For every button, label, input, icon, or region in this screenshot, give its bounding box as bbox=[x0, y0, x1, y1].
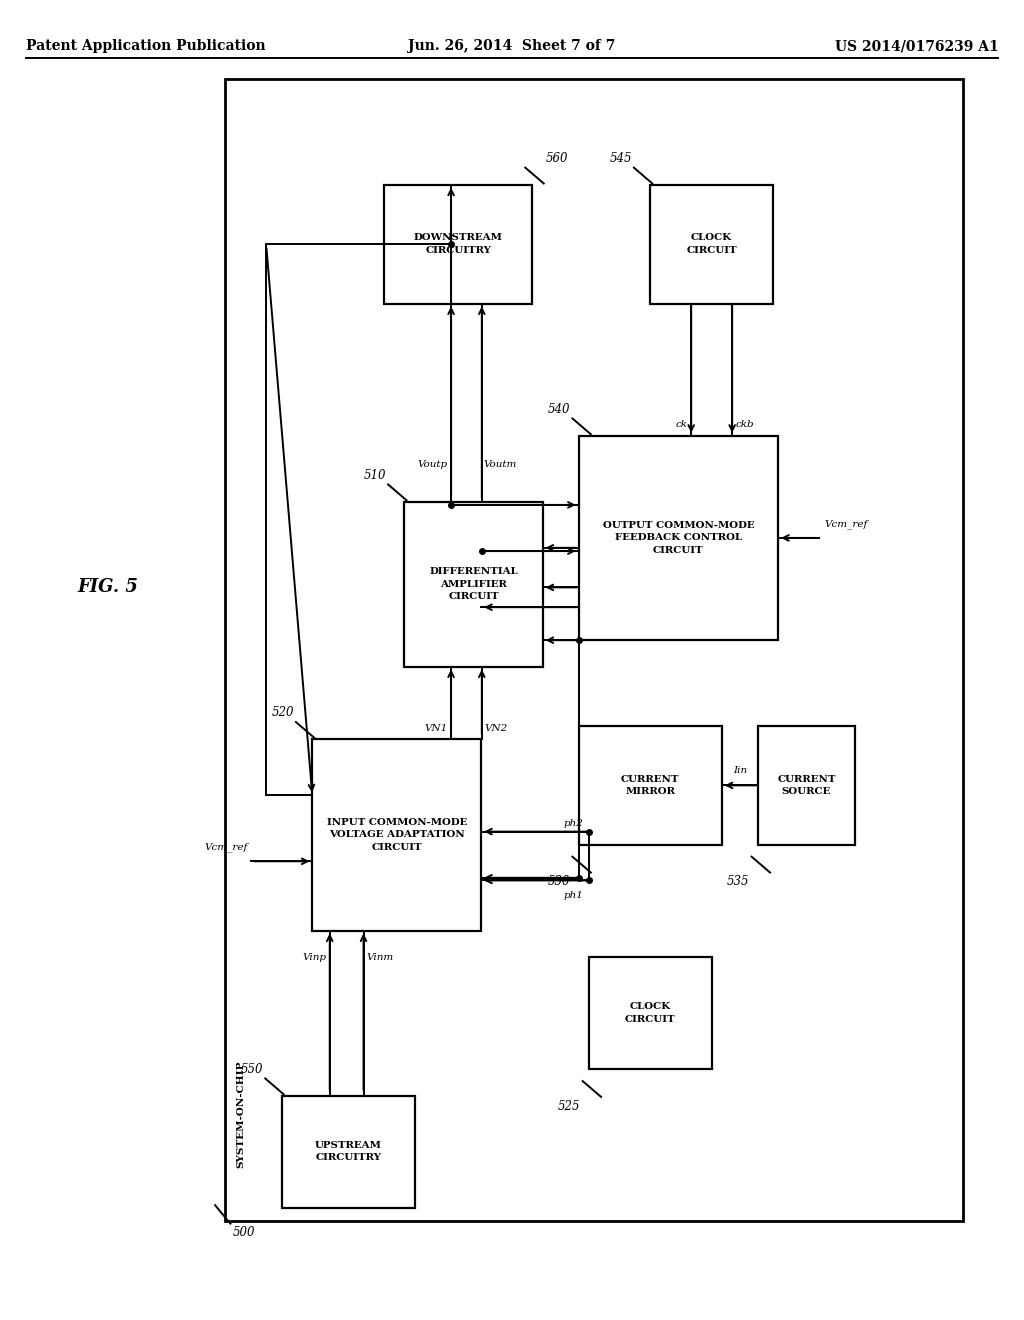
Text: OUTPUT COMMON-MODE
FEEDBACK CONTROL
CIRCUIT: OUTPUT COMMON-MODE FEEDBACK CONTROL CIRC… bbox=[602, 521, 755, 554]
Text: DIFFERENTIAL
AMPLIFIER
CIRCUIT: DIFFERENTIAL AMPLIFIER CIRCUIT bbox=[429, 568, 518, 601]
Text: DOWNSTREAM
CIRCUITRY: DOWNSTREAM CIRCUITRY bbox=[414, 234, 503, 255]
Text: 540: 540 bbox=[548, 403, 570, 416]
Bar bbox=[312, 739, 481, 931]
Bar bbox=[650, 185, 773, 304]
Bar bbox=[589, 957, 712, 1069]
Text: 560: 560 bbox=[546, 152, 568, 165]
Text: 500: 500 bbox=[232, 1226, 255, 1239]
Text: ph1: ph1 bbox=[564, 891, 584, 900]
Text: FIG. 5: FIG. 5 bbox=[77, 578, 138, 597]
Text: VN1: VN1 bbox=[425, 723, 449, 733]
Text: 550: 550 bbox=[241, 1063, 263, 1076]
Text: Vcm_ref: Vcm_ref bbox=[824, 519, 867, 528]
Text: INPUT COMMON-MODE
VOLTAGE ADAPTATION
CIRCUIT: INPUT COMMON-MODE VOLTAGE ADAPTATION CIR… bbox=[327, 818, 467, 851]
Text: 525: 525 bbox=[558, 1100, 581, 1113]
Text: Patent Application Publication: Patent Application Publication bbox=[26, 40, 265, 53]
Text: 535: 535 bbox=[727, 875, 750, 888]
Text: CLOCK
CIRCUIT: CLOCK CIRCUIT bbox=[686, 234, 737, 255]
Text: ph2: ph2 bbox=[564, 818, 584, 828]
Text: Iin: Iin bbox=[733, 766, 746, 775]
Text: Voutm: Voutm bbox=[484, 459, 517, 469]
Text: CLOCK
CIRCUIT: CLOCK CIRCUIT bbox=[625, 1002, 676, 1024]
Text: Jun. 26, 2014  Sheet 7 of 7: Jun. 26, 2014 Sheet 7 of 7 bbox=[409, 40, 615, 53]
Text: 530: 530 bbox=[548, 875, 570, 888]
Text: Vinm: Vinm bbox=[367, 953, 394, 962]
Text: Vcm_ref: Vcm_ref bbox=[205, 842, 248, 853]
Bar bbox=[225, 79, 963, 1221]
Text: VN2: VN2 bbox=[485, 723, 508, 733]
Text: SYSTEM-ON-CHIP: SYSTEM-ON-CHIP bbox=[237, 1061, 245, 1168]
Text: CURRENT
SOURCE: CURRENT SOURCE bbox=[777, 775, 836, 796]
Bar bbox=[579, 726, 722, 845]
Text: ckb: ckb bbox=[735, 420, 754, 429]
Bar bbox=[384, 185, 532, 304]
Bar bbox=[282, 1096, 415, 1208]
Text: 545: 545 bbox=[609, 152, 632, 165]
Bar bbox=[579, 436, 778, 640]
Text: CURRENT
MIRROR: CURRENT MIRROR bbox=[621, 775, 680, 796]
Text: Vinp: Vinp bbox=[303, 953, 327, 962]
Bar bbox=[758, 726, 855, 845]
Bar bbox=[404, 502, 543, 667]
Text: US 2014/0176239 A1: US 2014/0176239 A1 bbox=[835, 40, 998, 53]
Text: 510: 510 bbox=[364, 469, 386, 482]
Text: 520: 520 bbox=[271, 706, 294, 719]
Text: UPSTREAM
CIRCUITRY: UPSTREAM CIRCUITRY bbox=[314, 1140, 382, 1163]
Text: Voutp: Voutp bbox=[418, 459, 449, 469]
Text: ck: ck bbox=[675, 420, 687, 429]
